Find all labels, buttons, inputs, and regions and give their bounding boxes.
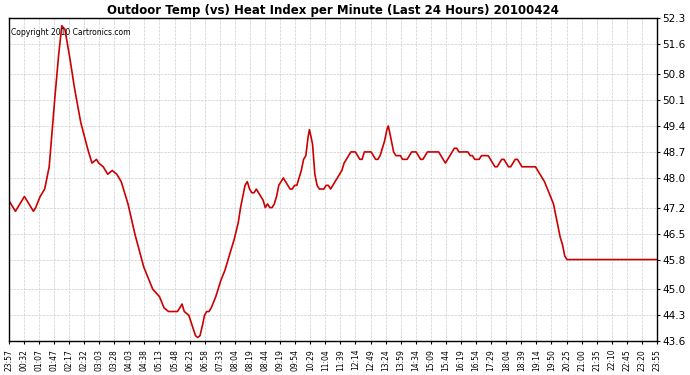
Title: Outdoor Temp (vs) Heat Index per Minute (Last 24 Hours) 20100424: Outdoor Temp (vs) Heat Index per Minute … (107, 4, 559, 17)
Text: Copyright 2010 Cartronics.com: Copyright 2010 Cartronics.com (11, 28, 131, 37)
